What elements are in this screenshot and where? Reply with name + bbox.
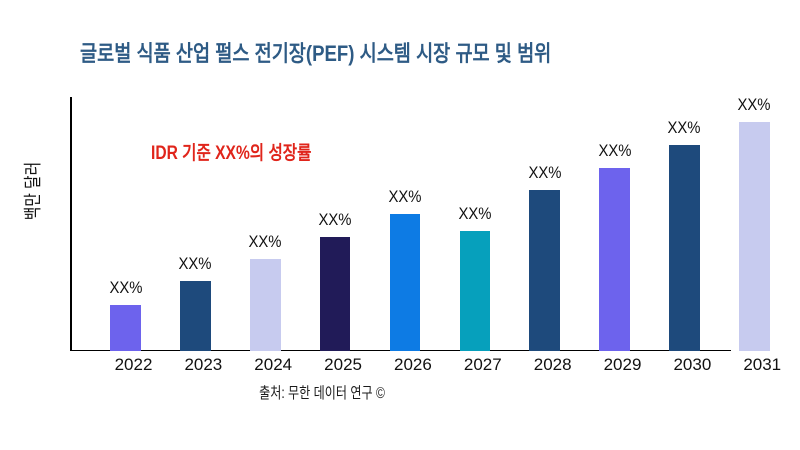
x-tick-label-2022: 2022	[114, 355, 153, 374]
x-tick-label-2027: 2027	[463, 355, 502, 374]
chart-title: 글로벌 식품 산업 펄스 전기장(PEF) 시스템 시장 규모 및 범위	[80, 41, 552, 66]
bar-value-label-2024: XX%	[248, 233, 282, 251]
bar-value-label-2030: XX%	[667, 118, 701, 137]
source-note: 출처: 무한 데이터 연구 ©	[259, 385, 385, 403]
bar-value-label-2023: XX%	[178, 255, 212, 273]
bar-value-label-2026: XX%	[388, 187, 422, 206]
bar-2024	[249, 259, 281, 352]
bar-2029	[599, 168, 630, 352]
bar-2025	[319, 236, 351, 352]
bar-2022	[110, 304, 141, 352]
bar-value-label-2027: XX%	[458, 204, 492, 223]
y-axis-label: 백만 달러	[23, 161, 43, 221]
x-tick-label-2029: 2029	[603, 355, 642, 374]
bar-value-label-2025: XX%	[318, 210, 352, 229]
x-tick-label-2030: 2030	[673, 355, 712, 374]
bar-2031	[738, 122, 770, 352]
y-axis-line	[70, 97, 72, 351]
bar-value-label-2029: XX%	[598, 142, 632, 161]
x-tick-label-2031: 2031	[743, 355, 782, 374]
bar-value-label-2028: XX%	[528, 164, 562, 183]
bar-2030	[669, 144, 700, 352]
bar-2026	[389, 213, 421, 352]
bar-value-label-2031: XX%	[737, 96, 771, 115]
bar-2023	[180, 281, 211, 352]
x-tick-label-2026: 2026	[394, 355, 432, 374]
bar-2027	[459, 230, 491, 352]
bar-2028	[529, 190, 560, 352]
x-tick-label-2024: 2024	[254, 355, 293, 374]
growth-rate-annotation: IDR 기준 XX%의 성장률	[151, 142, 312, 164]
bar-value-label-2022: XX%	[108, 278, 143, 297]
x-tick-label-2023: 2023	[184, 355, 223, 374]
x-tick-label-2028: 2028	[533, 355, 572, 374]
x-tick-label-2025: 2025	[324, 355, 362, 374]
